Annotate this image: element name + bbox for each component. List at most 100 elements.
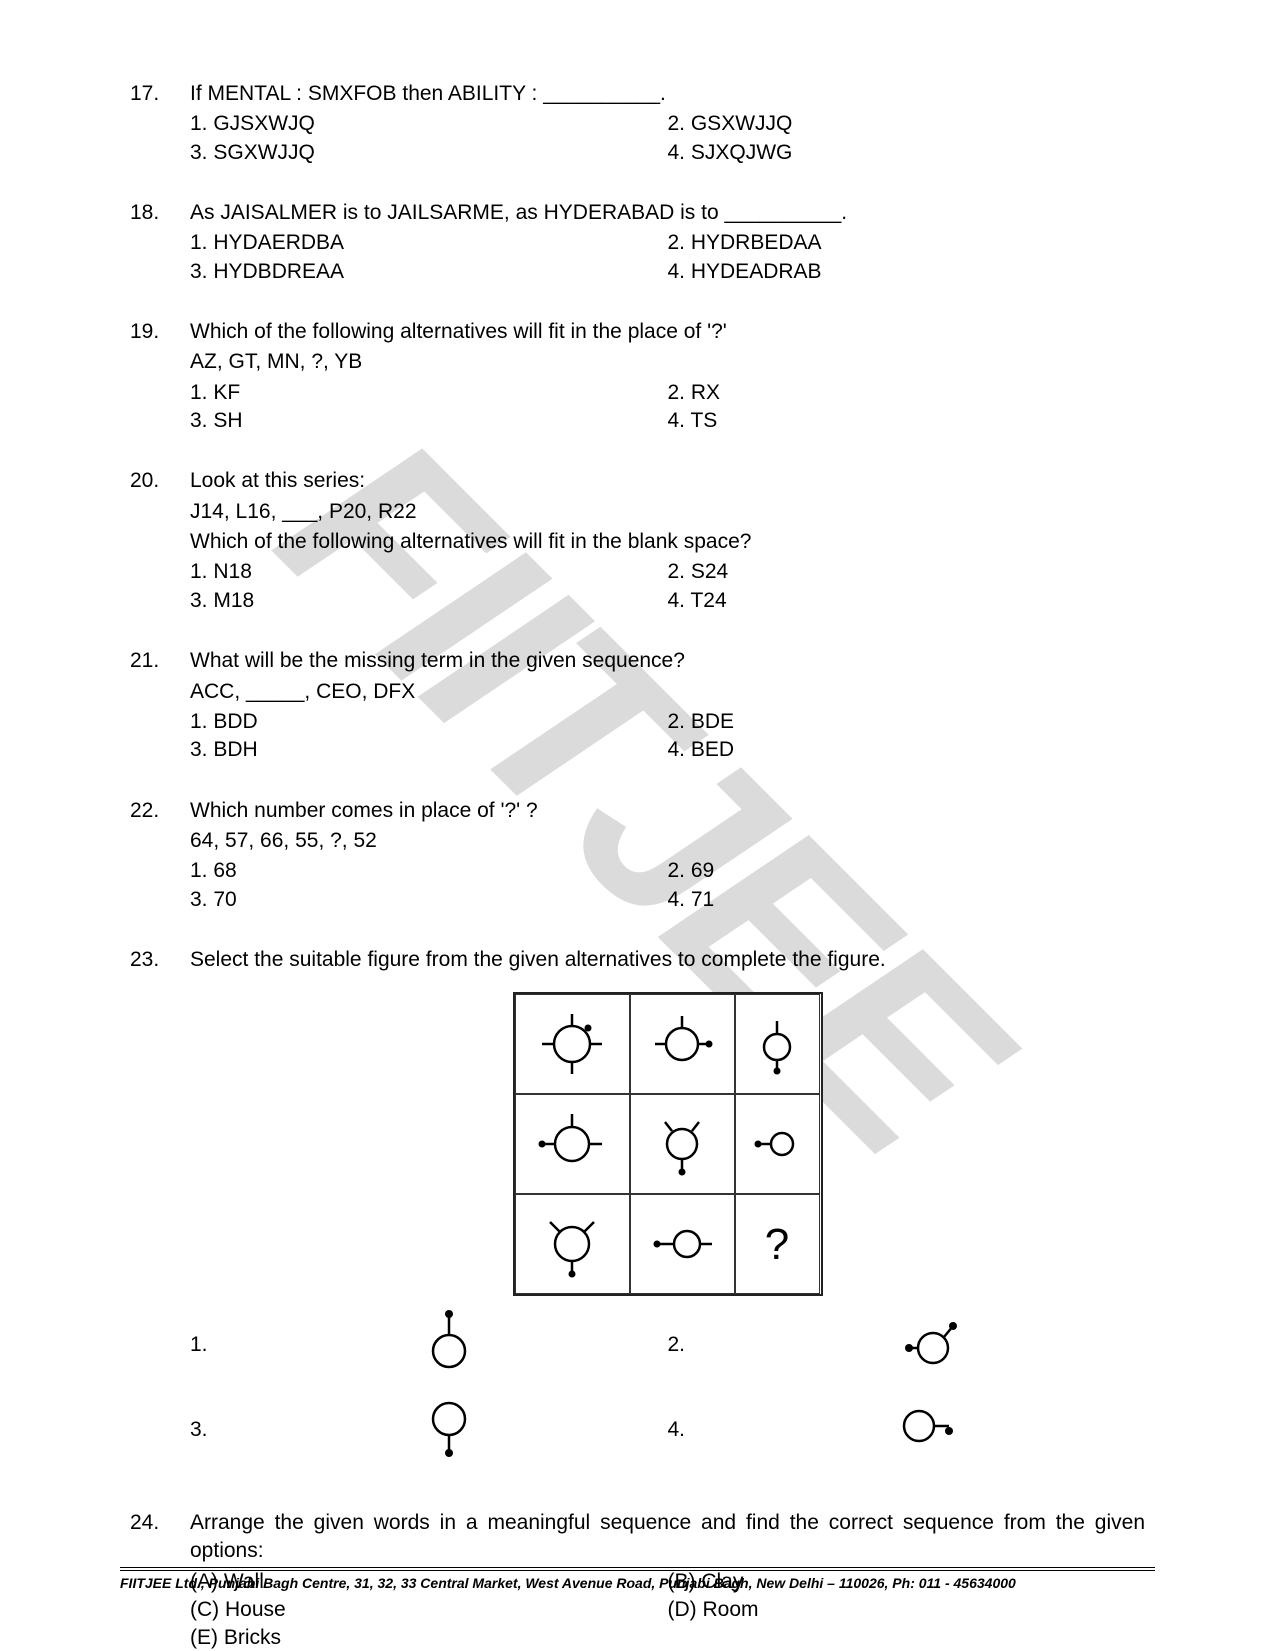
question-mark-cell: ? <box>765 1215 789 1274</box>
footer-text: Ltd., Punjabi Bagh Centre, 31, 32, 33 Ce… <box>171 1575 1015 1591</box>
option-2: 2. BDE <box>668 708 1146 736</box>
option-2: 2. RX <box>668 379 1146 407</box>
question-prompt: Select the suitable figure from the give… <box>190 946 1145 974</box>
answer-col-4: 4. <box>668 1391 1146 1469</box>
option-4: 4. SJXQJWG <box>668 139 1146 167</box>
item-e: (E) Bricks <box>190 1624 668 1651</box>
grid-cell-2-2 <box>630 1094 735 1194</box>
circle-stem-bottom-icon <box>419 1391 479 1461</box>
option-1: 1. BDD <box>190 708 668 736</box>
page: FIITJEE 17. If MENTAL : SMXFOB then ABIL… <box>0 0 1275 1651</box>
question-body: Which number comes in place of '?' ? 64,… <box>190 797 1145 914</box>
question-prompt: Look at this series: <box>190 467 1145 495</box>
question-body: Select the suitable figure from the give… <box>190 946 1145 1469</box>
question-prompt: Which of the following alternatives will… <box>190 318 1145 346</box>
question-18: 18. As JAISALMER is to JAILSARME, as HYD… <box>130 199 1145 286</box>
grid-cell-1-1 <box>515 994 630 1094</box>
option-1: 1. GJSXWJQ <box>190 110 668 138</box>
question-prompt-line2: 64, 57, 66, 55, ?, 52 <box>190 827 1145 855</box>
option-2: 2. 69 <box>668 857 1146 885</box>
question-number: 21. <box>130 647 190 764</box>
grid-cell-3-2 <box>630 1194 735 1294</box>
question-number: 19. <box>130 318 190 435</box>
footer-brand: FIITJEE <box>120 1575 171 1591</box>
option-4: 4. 71 <box>668 886 1146 914</box>
item-c: (C) House <box>190 1596 668 1624</box>
grid-cell-1-3 <box>735 994 820 1094</box>
answer-figure-2 <box>708 1306 1146 1384</box>
question-22: 22. Which number comes in place of '?' ?… <box>130 797 1145 914</box>
answer-col-2: 2. <box>668 1306 1146 1384</box>
answer-row-2: 3. 4. <box>190 1391 1145 1469</box>
grid-3x3: ? <box>513 992 823 1296</box>
option-2: 2. GSXWJJQ <box>668 110 1146 138</box>
question-number: 23. <box>130 946 190 1469</box>
options-row: 1. 68 2. 69 3. 70 4. 71 <box>190 857 1145 914</box>
circle-right-dot-icon <box>891 1398 961 1453</box>
option-3: 3. SH <box>190 407 668 435</box>
option-3: 3. SGXWJJQ <box>190 139 668 167</box>
question-number: 18. <box>130 199 190 286</box>
question-prompt: Which number comes in place of '?' ? <box>190 797 1145 825</box>
question-body: As JAISALMER is to JAILSARME, as HYDERAB… <box>190 199 1145 286</box>
option-4: 4. HYDEADRAB <box>668 258 1146 286</box>
options-row: 1. N18 2. S24 3. M18 4. T24 <box>190 558 1145 615</box>
circle-spokes-icon <box>750 1114 805 1174</box>
circle-spokes-icon <box>647 1104 717 1184</box>
circle-diag-dot-icon <box>891 1306 961 1376</box>
answer-label-2: 2. <box>668 1331 708 1359</box>
question-prompt-line2: ACC, _____, CEO, DFX <box>190 678 1145 706</box>
options-row: 1. HYDAERDBA 2. HYDRBEDAA 3. HYDBDREAA 4… <box>190 229 1145 286</box>
question-number: 17. <box>130 80 190 167</box>
question-body: Look at this series: J14, L16, ___, P20,… <box>190 467 1145 615</box>
option-3: 3. M18 <box>190 587 668 615</box>
question-19: 19. Which of the following alternatives … <box>130 318 1145 435</box>
puzzle-grid: ? <box>513 992 823 1296</box>
grid-cell-2-1 <box>515 1094 630 1194</box>
circle-spokes-icon <box>647 1214 717 1274</box>
answer-col-3: 3. <box>190 1391 668 1469</box>
item-d: (D) Room <box>668 1596 1146 1624</box>
grid-cell-1-2 <box>630 994 735 1094</box>
options-row: 1. KF 2. RX 3. SH 4. TS <box>190 379 1145 436</box>
answer-col-1: 1. <box>190 1306 668 1384</box>
options-row: 1. BDD 2. BDE 3. BDH 4. BED <box>190 708 1145 765</box>
option-1: 1. HYDAERDBA <box>190 229 668 257</box>
option-3: 3. BDH <box>190 736 668 764</box>
circle-spokes-icon <box>647 1004 717 1084</box>
circle-spokes-icon <box>532 1204 612 1284</box>
content-area: 17. If MENTAL : SMXFOB then ABILITY : __… <box>0 0 1275 1651</box>
option-2: 2. S24 <box>668 558 1146 586</box>
answer-row-1: 1. 2. <box>190 1306 1145 1384</box>
option-4: 4. TS <box>668 407 1146 435</box>
question-prompt: If MENTAL : SMXFOB then ABILITY : ______… <box>190 80 1145 108</box>
question-23: 23. Select the suitable figure from the … <box>130 946 1145 1469</box>
answer-figure-3 <box>230 1391 668 1469</box>
circle-spokes-icon <box>750 1009 805 1079</box>
question-prompt: As JAISALMER is to JAILSARME, as HYDERAB… <box>190 199 1145 227</box>
option-1: 1. N18 <box>190 558 668 586</box>
circle-stem-top-dot-icon <box>419 1306 479 1376</box>
answer-figure-1 <box>230 1306 668 1384</box>
option-4: 4. T24 <box>668 587 1146 615</box>
item-spacer <box>668 1624 1146 1651</box>
grid-cell-3-3: ? <box>735 1194 820 1294</box>
option-3: 3. HYDBDREAA <box>190 258 668 286</box>
question-prompt-line3: Which of the following alternatives will… <box>190 528 1145 556</box>
option-1: 1. 68 <box>190 857 668 885</box>
question-prompt-line2: J14, L16, ___, P20, R22 <box>190 498 1145 526</box>
question-body: Which of the following alternatives will… <box>190 318 1145 435</box>
question-20: 20. Look at this series: J14, L16, ___, … <box>130 467 1145 615</box>
option-3: 3. 70 <box>190 886 668 914</box>
question-number: 22. <box>130 797 190 914</box>
question-prompt: Arrange the given words in a meaningful … <box>190 1509 1145 1566</box>
answer-label-1: 1. <box>190 1331 230 1359</box>
grid-cell-2-3 <box>735 1094 820 1194</box>
circle-spokes-icon <box>532 1004 612 1084</box>
answer-figure-4 <box>708 1398 1146 1461</box>
question-body: If MENTAL : SMXFOB then ABILITY : ______… <box>190 80 1145 167</box>
question-body: What will be the missing term in the giv… <box>190 647 1145 764</box>
answer-label-4: 4. <box>668 1416 708 1444</box>
question-prompt: What will be the missing term in the giv… <box>190 647 1145 675</box>
option-2: 2. HYDRBEDAA <box>668 229 1146 257</box>
